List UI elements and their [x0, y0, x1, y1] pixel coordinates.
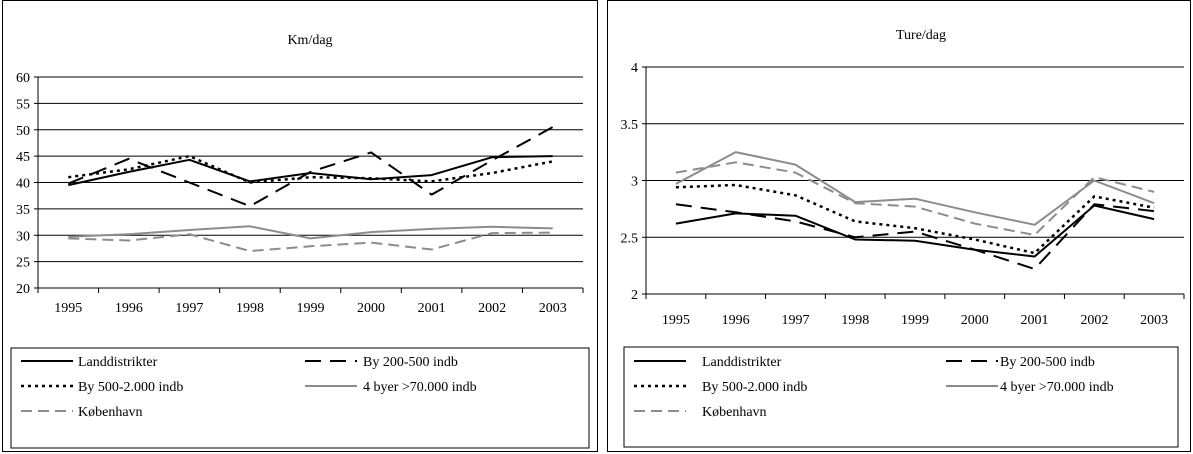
legend-label: By 500-2.000 indb	[702, 380, 807, 395]
y-tick-label: 35	[16, 203, 30, 218]
y-tick-label: 3.5	[621, 118, 639, 133]
legend-label: 4 byer >70.000 indb	[363, 380, 477, 395]
chart-panel-ture-dag: Ture/dag 2 2.5 3 3.5 4 1995 1996 1997 1998 1999 200…	[607, 0, 1191, 452]
x-tick-label: 1995	[662, 313, 690, 328]
chart-title: Ture/dag	[896, 28, 946, 43]
legend-label: Landdistrikter	[78, 355, 158, 370]
chart-km-dag: Km/dag 20 25 30 35 40 45 50 55 60 1995 1996 1997 1998…	[10, 33, 590, 449]
legend-label: By 200-500 indb	[1000, 355, 1095, 370]
x-tick-label: 2001	[418, 301, 446, 316]
y-tick-label: 2	[631, 288, 638, 303]
x-tick-label: 1995	[54, 301, 82, 316]
chart-ture-dag: Ture/dag 2 2.5 3 3.5 4 1995 1996 1997 1998 1999 200…	[621, 28, 1185, 448]
chart-title: Km/dag	[287, 33, 332, 48]
chart-panel-km-dag: Km/dag 20 25 30 35 40 45 50 55 60 1995 1996 1997 1998…	[2, 0, 598, 452]
y-tick-label: 60	[16, 71, 30, 86]
x-tick-label: 1998	[236, 301, 264, 316]
x-tick-label: 2003	[1140, 313, 1168, 328]
x-tick-label: 1999	[297, 301, 325, 316]
x-tick-label: 2000	[961, 313, 989, 328]
x-tick-label: 2003	[539, 301, 567, 316]
series-line	[67, 126, 554, 208]
legend-label: By 500-2.000 indb	[78, 380, 183, 395]
series-line	[68, 225, 553, 240]
y-tick-label: 40	[16, 177, 30, 192]
x-tick-label: 2002	[1080, 313, 1108, 328]
y-tick-label: 3	[631, 175, 638, 190]
legend-box	[10, 347, 590, 449]
x-tick-label: 1997	[175, 301, 203, 316]
legend-label: København	[78, 405, 143, 420]
y-tick-label: 25	[16, 256, 30, 271]
series-line	[675, 161, 1155, 236]
x-tick-label: 2002	[478, 301, 506, 316]
x-tick-label: 1998	[841, 313, 869, 328]
y-tick-label: 20	[16, 282, 30, 297]
x-tick-label: 2000	[357, 301, 385, 316]
y-tick-label: 45	[16, 150, 30, 165]
series-line	[675, 203, 1155, 270]
legend-label: 4 byer >70.000 indb	[1000, 380, 1114, 395]
legend-label: København	[702, 405, 767, 420]
legend-label: By 200-500 indb	[363, 355, 458, 370]
x-tick-label: 1997	[781, 313, 809, 328]
x-tick-label: 1996	[115, 301, 143, 316]
legend-label: Landdistrikter	[702, 355, 782, 370]
series-line	[68, 231, 553, 253]
y-tick-label: 50	[16, 124, 30, 139]
series-line	[675, 204, 1155, 258]
y-tick-label: 55	[16, 97, 30, 112]
y-tick-label: 4	[631, 61, 638, 76]
y-tick-label: 2.5	[621, 231, 639, 246]
x-tick-label: 1996	[722, 313, 750, 328]
x-tick-label: 2001	[1021, 313, 1049, 328]
series-line	[68, 155, 553, 187]
legend-box	[623, 346, 1179, 448]
x-tick-label: 1999	[901, 313, 929, 328]
y-tick-label: 30	[16, 229, 30, 244]
series-line	[675, 183, 1155, 255]
